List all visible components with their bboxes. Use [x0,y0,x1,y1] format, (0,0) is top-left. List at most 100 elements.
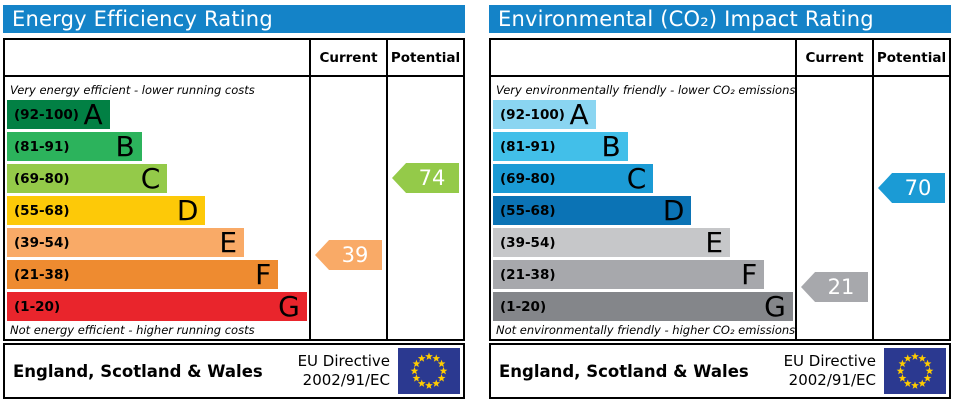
potential-column-header: Potential [386,40,463,75]
eu-star [425,352,433,360]
eu-star [896,366,905,375]
rating-area: Very energy efficient - lower running co… [5,77,309,339]
eu-star [925,366,934,375]
eu-star [903,379,912,387]
band-range-label: (39-54) [14,234,70,251]
panel-title-bar: Environmental (CO₂) Impact Rating [489,5,951,33]
top-note: Very environmentally friendly - lower CO… [496,83,796,97]
band-row-B: (81-91) B [493,132,628,161]
potential-col: 70 [872,77,949,339]
footer: England, Scotland & Wales EU Directive 2… [489,343,951,399]
eu-star [911,381,919,389]
potential-column-header: Potential [872,40,949,75]
rating-header-spacer [491,40,795,75]
eu-star [439,366,448,375]
panel-title: Environmental (CO₂) Impact Rating [498,7,874,31]
band-range-label: (81-91) [14,138,70,155]
band-row-F: (21-38) F [7,257,279,291]
potential-rating-arrow: 74 [392,163,459,193]
band-row-A: (92-100) A [7,100,110,129]
current-col: 39 [309,77,386,339]
eu-star [903,354,912,362]
current-rating-arrow: 39 [315,240,382,270]
current-column-header: Current [309,40,386,75]
band-letter: B [115,129,135,163]
eu-flag [398,348,460,394]
bottom-note: Not environmentally friendly - higher CO… [496,323,796,337]
rating-area: Very environmentally friendly - lower CO… [491,77,795,339]
band-row-G: (1-20) G [7,292,307,321]
eu-star [425,381,433,389]
band-letter: E [705,225,724,259]
eu-star [417,379,426,387]
footer: England, Scotland & Wales EU Directive 2… [3,343,465,399]
eu-star [923,359,932,368]
band-letter: D [662,193,685,227]
region-label: England, Scotland & Wales [13,361,263,381]
band-letter: F [255,257,272,291]
band-row-D: (55-68) D [7,196,206,225]
eu-directive-label: EU Directive 2002/91/EC [297,351,390,390]
band-row-E: (39-54) E [493,225,731,259]
current-rating-arrow: 21 [801,272,868,302]
eu-star [918,379,927,387]
rating-table: Current Potential Very environmentally f… [489,38,951,341]
co2-impact-panel: Environmental (CO₂) Impact Rating Curren… [489,5,951,399]
band-range-label: (1-20) [500,298,547,315]
bottom-note: Not energy efficient - higher running co… [10,323,255,337]
rating-header-spacer [5,40,309,75]
panel-title: Energy Efficiency Rating [12,7,273,31]
band-row-D: (55-68) D [493,193,692,227]
eu-star [412,359,421,368]
eu-star [437,374,446,382]
eu-star [410,366,419,375]
eu-star [417,354,426,362]
band-range-label: (92-100) [14,106,79,123]
current-col: 21 [795,77,872,339]
band-row-E: (39-54) E [7,225,245,259]
potential-rating-arrow: 70 [878,173,945,203]
band-row-C: (69-80) C [7,164,168,193]
energy-efficiency-panel: Energy Efficiency Rating Current Potenti… [3,5,465,399]
band-letter: B [601,129,621,163]
current-column-header: Current [795,40,872,75]
eu-flag [884,348,946,394]
bands: (92-100) A (81-91) B (69-80) C (55-68) D (39-54)… [5,100,309,321]
eu-star [898,359,907,368]
potential-col: 74 [386,77,463,339]
band-row-B: (81-91) B [7,132,142,161]
band-row-A: (92-100) A [493,100,596,129]
band-letter: G [278,289,300,323]
band-row-G: (1-20) G [493,292,793,321]
panel-title-bar: Energy Efficiency Rating [3,5,465,33]
band-range-label: (21-38) [500,266,556,283]
band-range-label: (69-80) [14,170,70,187]
band-letter: A [83,97,103,131]
eu-star [432,354,441,362]
band-letter: G [764,289,786,323]
top-note: Very energy efficient - lower running co… [10,83,255,97]
table-header-row: Current Potential [491,40,949,77]
eu-star [412,374,421,382]
band-range-label: (81-91) [500,138,556,155]
table-header-row: Current Potential [5,40,463,77]
region-label: England, Scotland & Wales [499,361,749,381]
band-range-label: (69-80) [500,170,556,187]
band-range-label: (55-68) [500,202,556,219]
table-body: Very energy efficient - lower running co… [5,77,463,339]
band-row-C: (69-80) C [493,164,654,193]
bands: (92-100) A (81-91) B (69-80) C (55-68) D (39-54)… [491,100,795,321]
band-range-label: (39-54) [500,234,556,251]
band-row-F: (21-38) F [493,260,765,289]
band-range-label: (55-68) [14,202,70,219]
eu-star [898,374,907,382]
table-body: Very environmentally friendly - lower CO… [491,77,949,339]
band-range-label: (1-20) [14,298,61,315]
band-range-label: (21-38) [14,266,70,283]
eu-star [437,359,446,368]
band-letter: E [219,225,238,259]
eu-star [923,374,932,382]
band-range-label: (92-100) [500,106,565,123]
eu-star [918,354,927,362]
band-letter: A [569,97,589,131]
